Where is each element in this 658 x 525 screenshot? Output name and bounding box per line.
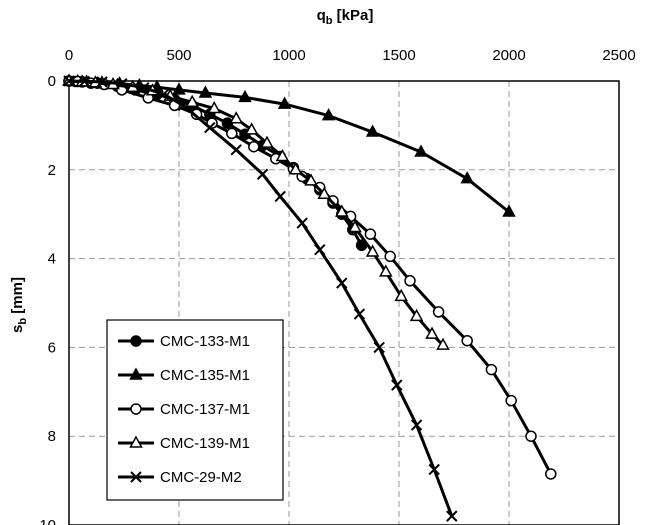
data-point-marker [304,173,318,186]
data-point-marker [130,471,142,483]
legend-item: CMC-135-M1 [118,367,250,384]
data-point-marker [207,100,221,114]
y-tick-label: 6 [48,339,56,356]
y-tick-label: 4 [48,251,56,268]
data-point-marker [391,379,403,391]
data-point-marker [288,162,303,175]
x-tick-label: 1000 [272,47,305,64]
legend-item: CMC-137-M1 [118,401,250,418]
data-point-marker [129,435,143,448]
series-layer [62,73,557,522]
data-point-marker [277,96,292,109]
data-point-marker [130,335,142,347]
legend-label: CMC-139-M1 [160,435,250,452]
data-point-marker [157,88,170,101]
data-point-marker [428,463,440,476]
x-axis-title: qb [kPa] [317,7,374,27]
data-point-marker [365,244,380,257]
data-point-marker [129,367,143,380]
data-point-marker [63,75,75,87]
data-point-marker [409,308,424,322]
x-tick-label: 0 [65,47,73,64]
data-point-marker [275,148,290,162]
plot-frame [68,80,620,525]
legend: CMC-133-M1 CMC-135-M1 CMC-137-M1 CMC-139-M1… [106,319,284,501]
data-point-marker [185,94,199,108]
y-tick-label: 0 [48,73,56,90]
tick-labels: 0 500 1000 1500 2000 2500 0 2 4 6 8 10 [39,47,635,525]
data-point-marker [379,264,393,277]
data-point-marker [373,341,385,354]
data-point-marker [226,127,238,140]
data-point-marker [525,430,537,442]
y-tick-label: 8 [48,428,56,445]
y-tick-label: 2 [48,162,56,179]
data-point-marker [545,468,557,480]
data-point-marker [78,75,91,88]
data-point-marker [336,277,348,289]
data-point-marker [348,219,362,233]
data-point-marker [198,85,213,98]
data-point-marker [296,217,308,229]
series-line [68,79,454,517]
legend-item: CMC-139-M1 [118,435,250,452]
data-point-marker [485,363,498,376]
data-point-marker [436,337,450,350]
data-point-marker [410,419,423,431]
legend-label: CMC-137-M1 [160,401,250,418]
x-tick-label: 2500 [602,47,635,64]
y-axis-title: sb [mm] [9,277,29,333]
data-point-marker [502,204,516,217]
data-point-marker [229,111,243,124]
data-point-marker [353,308,366,320]
data-point-marker [364,228,377,240]
data-point-marker [505,394,517,407]
data-point-marker [96,76,108,88]
data-point-marker [321,108,336,121]
data-point-marker [130,403,142,415]
data-point-marker [248,140,260,153]
x-tick-label: 1500 [382,47,415,64]
legend-label: CMC-29-M2 [160,469,242,486]
data-point-marker [432,306,445,318]
series-5 [63,75,458,522]
data-point-marker [260,135,274,148]
data-point-marker [414,144,428,157]
x-tick-label: 2000 [492,47,525,64]
data-point-marker [238,89,252,103]
data-point-marker [314,244,326,256]
data-point-marker [394,288,408,302]
data-point-marker [317,186,331,199]
legend-label: CMC-135-M1 [160,367,250,384]
data-point-marker [172,82,186,95]
data-point-marker [256,168,269,180]
data-point-marker [365,124,380,137]
data-point-marker [460,171,474,184]
x-tick-label: 500 [166,47,191,64]
legend-label: CMC-133-M1 [160,333,250,350]
data-point-marker [177,99,190,112]
y-tick-label: 10 [39,517,56,525]
data-point-marker [404,275,416,287]
data-point-marker [138,81,150,94]
data-point-marker [116,77,128,90]
data-point-marker [425,326,439,339]
data-point-marker [274,190,286,203]
data-point-marker [244,122,259,135]
data-point-marker [384,250,396,263]
data-point-marker [446,510,458,522]
legend-item: CMC-29-M2 [118,469,242,486]
data-point-marker [461,334,473,347]
data-point-marker [230,144,242,156]
data-point-marker [335,204,349,217]
data-point-marker [204,121,216,134]
legend-item: CMC-133-M1 [118,333,250,350]
